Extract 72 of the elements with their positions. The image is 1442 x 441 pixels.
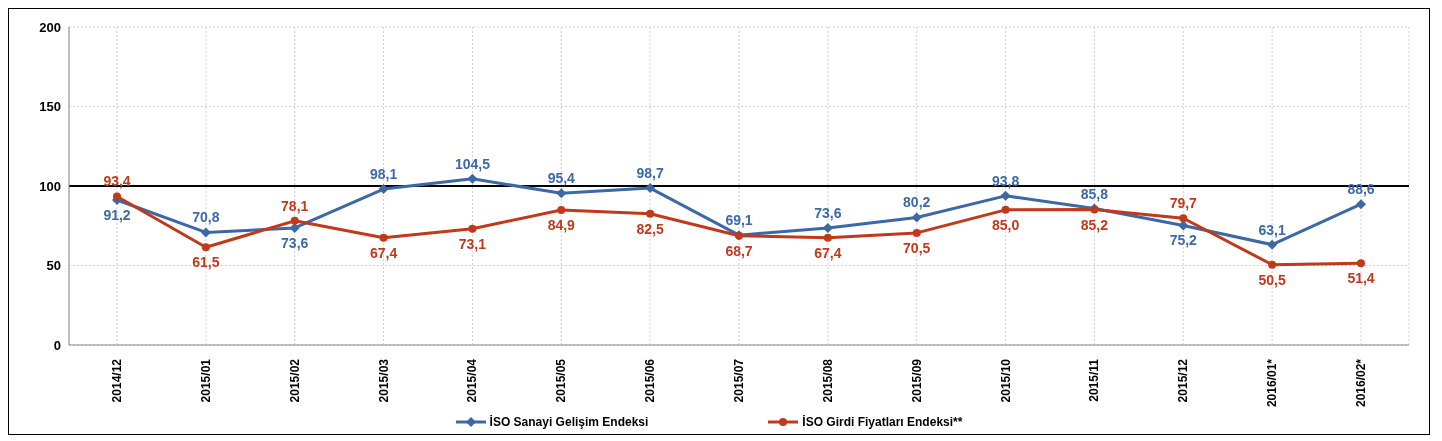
point bbox=[200, 227, 211, 238]
data-label: 69,1 bbox=[725, 212, 753, 229]
point bbox=[468, 224, 477, 233]
point bbox=[646, 209, 655, 218]
point bbox=[290, 216, 299, 225]
point bbox=[1001, 205, 1010, 214]
y-tick-label: 0 bbox=[53, 337, 61, 353]
y-tick-label: 100 bbox=[39, 178, 61, 194]
data-label: 51,4 bbox=[1347, 270, 1375, 287]
point bbox=[1000, 190, 1011, 201]
y-tick-label: 50 bbox=[46, 258, 61, 274]
legend-label: İSO Sanayi Gelişim Endeksi bbox=[489, 415, 649, 429]
x-tick-label: 2015/05 bbox=[554, 358, 569, 403]
data-label: 70,8 bbox=[192, 209, 220, 226]
point bbox=[911, 212, 922, 223]
data-label: 75,2 bbox=[1169, 232, 1198, 249]
x-tick-label: 2015/04 bbox=[465, 358, 480, 403]
data-label: 80,2 bbox=[903, 194, 931, 211]
data-label: 85,0 bbox=[991, 216, 1020, 233]
x-tick-label: 2015/06 bbox=[643, 358, 658, 403]
point bbox=[557, 206, 566, 215]
point bbox=[378, 184, 389, 195]
x-tick-label: 2015/07 bbox=[732, 358, 746, 403]
data-label: 73,6 bbox=[281, 234, 309, 251]
point bbox=[1268, 260, 1277, 269]
data-label: 78,1 bbox=[281, 197, 309, 214]
data-label: 82,5 bbox=[636, 220, 664, 237]
data-label: 85,8 bbox=[1080, 185, 1109, 202]
point bbox=[201, 243, 210, 252]
point bbox=[1356, 199, 1366, 210]
data-label: 67,4 bbox=[814, 244, 842, 261]
data-label: 104,5 bbox=[454, 155, 491, 172]
data-label: 63,1 bbox=[1258, 221, 1286, 238]
data-label: 93,8 bbox=[991, 172, 1020, 189]
x-tick-label: 2015/08 bbox=[820, 358, 835, 403]
point bbox=[1267, 239, 1278, 250]
point bbox=[1357, 259, 1365, 268]
point bbox=[912, 228, 921, 237]
point bbox=[379, 233, 388, 242]
data-label: 98,7 bbox=[636, 165, 664, 182]
data-label: 84,9 bbox=[547, 217, 576, 234]
data-label: 67,4 bbox=[369, 244, 398, 261]
legend-label: İSO Girdi Fiyatları Endeksi** bbox=[802, 415, 963, 429]
data-label: 73,1 bbox=[458, 235, 487, 252]
data-label: 91,2 bbox=[103, 206, 131, 223]
x-tick-label: 2014/12 bbox=[110, 358, 124, 403]
x-tick-label: 2015/03 bbox=[376, 358, 391, 403]
x-tick-label: 2015/10 bbox=[998, 358, 1013, 403]
x-tick-label: 2016/02* bbox=[1354, 358, 1368, 408]
point bbox=[823, 233, 832, 242]
data-label: 61,5 bbox=[192, 254, 220, 271]
data-label: 95,4 bbox=[547, 170, 576, 187]
x-tick-label: 2015/09 bbox=[909, 358, 924, 403]
y-tick-label: 200 bbox=[39, 19, 61, 35]
data-label: 50,5 bbox=[1258, 271, 1286, 288]
data-label: 79,7 bbox=[1169, 195, 1198, 212]
data-label: 98,1 bbox=[369, 166, 398, 183]
point bbox=[467, 173, 478, 184]
x-tick-label: 2015/01 bbox=[198, 358, 213, 403]
x-tick-label: 2016/01* bbox=[1265, 358, 1280, 408]
data-label: 70,5 bbox=[903, 239, 931, 256]
point bbox=[645, 183, 656, 194]
point bbox=[1179, 214, 1188, 223]
data-label: 73,6 bbox=[814, 204, 842, 221]
x-tick-label: 2015/02 bbox=[287, 358, 302, 403]
point bbox=[556, 188, 567, 199]
x-tick-label: 2015/12 bbox=[1176, 358, 1191, 403]
data-label: 68,7 bbox=[725, 242, 753, 259]
data-label: 85,2 bbox=[1080, 216, 1109, 233]
point bbox=[113, 192, 121, 201]
x-tick-label: 2015/11 bbox=[1087, 358, 1102, 402]
y-tick-label: 150 bbox=[39, 99, 61, 115]
